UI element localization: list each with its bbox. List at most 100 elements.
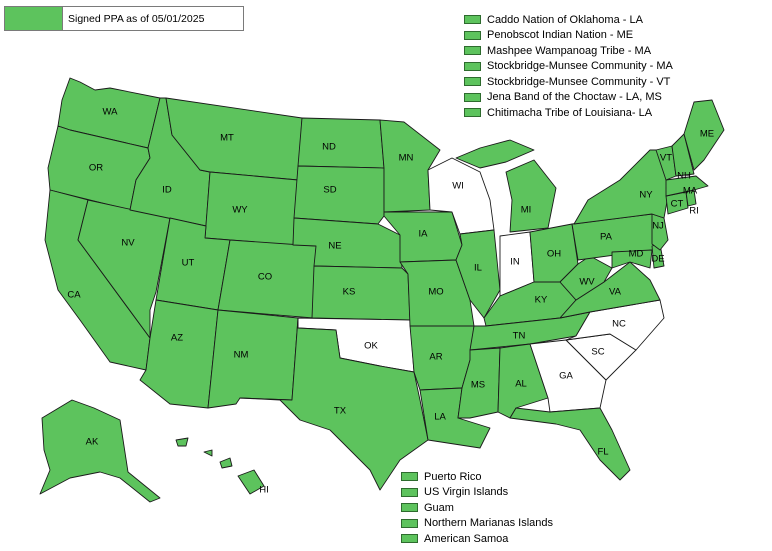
- state-label-CO: CO: [258, 272, 272, 283]
- legend-swatch: [401, 487, 418, 497]
- tribe-item: Jena Band of the Choctaw - LA, MS: [464, 90, 673, 106]
- state-MI: [505, 159, 557, 233]
- state-label-MS: MS: [471, 380, 485, 391]
- state-label-NE: NE: [328, 241, 341, 252]
- state-TX: [239, 317, 429, 491]
- legend-swatch: [401, 518, 418, 528]
- state-NY: [573, 149, 669, 225]
- state-HI: [237, 469, 265, 495]
- legend-swatch: [401, 472, 418, 482]
- legend-swatch: [5, 7, 63, 30]
- state-label-AL: AL: [515, 379, 527, 390]
- state-HI-island: [219, 457, 233, 469]
- state-label-GA: GA: [559, 371, 573, 382]
- territory-item: Northern Marianas Islands: [401, 516, 553, 532]
- tribal-nations-legend: Caddo Nation of Oklahoma - LA Penobscot …: [464, 12, 673, 121]
- state-label-MT: MT: [220, 133, 234, 144]
- state-WY: [204, 171, 299, 246]
- state-label-ME: ME: [700, 129, 714, 140]
- state-label-WV: WV: [579, 277, 595, 288]
- state-AK: [39, 399, 161, 503]
- state-label-NY: NY: [639, 190, 653, 201]
- state-label-NM: NM: [234, 350, 249, 361]
- tribe-label: Caddo Nation of Oklahoma - LA: [487, 13, 643, 26]
- state-label-TX: TX: [334, 406, 347, 417]
- legend-swatch: [401, 503, 418, 513]
- tribe-item: Penobscot Indian Nation - ME: [464, 28, 673, 44]
- tribe-item: Stockbridge-Munsee Community - MA: [464, 59, 673, 75]
- territory-item: Guam: [401, 500, 553, 516]
- tribe-label: Penobscot Indian Nation - ME: [487, 29, 634, 42]
- state-label-CA: CA: [67, 290, 81, 301]
- tribe-label: Jena Band of the Choctaw - LA, MS: [487, 91, 662, 104]
- legend-swatch: [464, 46, 481, 56]
- state-label-OH: OH: [547, 249, 561, 260]
- state-label-WI: WI: [452, 181, 464, 192]
- state-AZ: [139, 299, 219, 409]
- state-label-TN: TN: [513, 331, 526, 342]
- state-label-VT: VT: [660, 153, 672, 164]
- state-SD: [293, 165, 385, 225]
- state-label-WA: WA: [103, 107, 119, 118]
- state-MD: [611, 249, 653, 269]
- state-label-NC: NC: [612, 319, 626, 330]
- tribe-item: Stockbridge-Munsee Community - VT: [464, 74, 673, 90]
- territory-label: Puerto Rico: [424, 470, 482, 483]
- territory-item: American Samoa: [401, 531, 553, 547]
- legend-swatch: [464, 61, 481, 71]
- state-NH: [671, 133, 695, 177]
- state-label-NJ: NJ: [652, 221, 664, 232]
- tribe-label: Stockbridge-Munsee Community - VT: [487, 75, 671, 88]
- state-HI-island: [203, 449, 213, 457]
- state-label-KS: KS: [343, 287, 356, 298]
- tribe-label: Mashpee Wampanoag Tribe - MA: [487, 44, 652, 57]
- tribe-label: Stockbridge-Munsee Community - MA: [487, 60, 673, 73]
- state-label-WY: WY: [232, 205, 248, 216]
- territory-item: US Virgin Islands: [401, 485, 553, 501]
- state-label-FL: FL: [597, 447, 608, 458]
- territory-label: American Samoa: [424, 532, 509, 545]
- state-ME: [683, 99, 725, 171]
- territory-label: Guam: [424, 501, 454, 514]
- state-label-AR: AR: [429, 352, 442, 363]
- state-label-UT: UT: [182, 258, 195, 269]
- state-label-MI: MI: [521, 205, 532, 216]
- territory-label: Northern Marianas Islands: [424, 517, 554, 530]
- state-label-NH: NH: [677, 171, 691, 182]
- legend-swatch: [464, 77, 481, 87]
- state-label-AZ: AZ: [171, 333, 183, 344]
- tribe-item: Chitimacha Tribe of Louisiana- LA: [464, 105, 673, 121]
- state-label-MD: MD: [629, 249, 644, 260]
- state-label-SD: SD: [323, 185, 336, 196]
- legend-swatch: [464, 30, 481, 40]
- state-label-RI: RI: [689, 206, 699, 217]
- state-label-IL: IL: [474, 263, 482, 274]
- legend-signed-ppa: Signed PPA as of 05/01/2025: [4, 6, 244, 31]
- state-HI-island: [175, 437, 189, 447]
- state-ND: [297, 117, 385, 169]
- legend-swatch: [401, 534, 418, 544]
- territory-item: Puerto Rico: [401, 469, 553, 485]
- state-label-KY: KY: [535, 295, 548, 306]
- state-NM: [207, 309, 299, 409]
- legend-label: Signed PPA as of 05/01/2025: [68, 12, 205, 25]
- state-label-HI: HI: [259, 485, 269, 496]
- tribe-item: Mashpee Wampanoag Tribe - MA: [464, 43, 673, 59]
- state-label-NV: NV: [121, 238, 135, 249]
- state-label-VA: VA: [609, 287, 622, 298]
- state-label-ID: ID: [162, 185, 172, 196]
- state-label-MA: MA: [683, 186, 698, 197]
- state-label-AK: AK: [86, 437, 99, 448]
- state-label-MN: MN: [399, 153, 414, 164]
- state-label-OK: OK: [364, 341, 378, 352]
- state-MI-upper: [455, 139, 535, 169]
- legend-swatch: [464, 108, 481, 118]
- state-label-DE: DE: [651, 254, 664, 265]
- state-label-IA: IA: [419, 229, 429, 240]
- state-KS: [311, 265, 411, 321]
- territory-label: US Virgin Islands: [424, 486, 509, 499]
- legend-swatch: [464, 15, 481, 25]
- state-MA: [665, 175, 709, 197]
- state-label-IN: IN: [510, 257, 520, 268]
